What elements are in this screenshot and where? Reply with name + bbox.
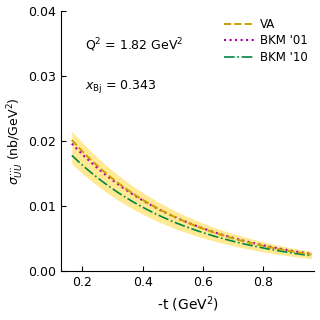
BKM '01 [71,142,75,146]
Y-axis label: $\sigma_{UU}^{\,\cdots}$ (nb/GeV$^{2}$): $\sigma_{UU}^{\,\cdots}$ (nb/GeV$^{2}$) [5,97,26,185]
BKM '01 [212,230,216,234]
VA [70,138,74,142]
BKM '10 [287,251,291,254]
VA [71,139,75,143]
BKM '01 [309,252,313,256]
BKM '10 [70,153,74,157]
Text: Q$^2$ = 1.82 GeV$^2$: Q$^2$ = 1.82 GeV$^2$ [85,36,184,54]
BKM '10 [71,154,75,158]
Text: $x_{\mathrm{Bj}}$ = 0.343: $x_{\mathrm{Bj}}$ = 0.343 [85,78,157,95]
VA [287,249,291,253]
Legend: VA, BKM '01, BKM '10: VA, BKM '01, BKM '10 [220,13,312,68]
Line: BKM '01: BKM '01 [72,144,311,254]
Line: BKM '10: BKM '10 [72,155,311,256]
BKM '10 [212,234,216,238]
BKM '01 [287,248,291,252]
X-axis label: -t (GeV$^2$): -t (GeV$^2$) [157,295,219,315]
BKM '01 [70,142,74,146]
BKM '10 [272,248,276,252]
BKM '01 [217,232,220,236]
VA [272,246,276,250]
VA [212,230,216,234]
VA [309,252,313,256]
Line: VA: VA [72,140,311,254]
BKM '10 [212,234,216,238]
BKM '10 [217,236,220,239]
VA [212,231,216,235]
BKM '01 [272,245,276,249]
BKM '01 [212,230,216,234]
VA [217,232,220,236]
BKM '10 [309,254,313,258]
